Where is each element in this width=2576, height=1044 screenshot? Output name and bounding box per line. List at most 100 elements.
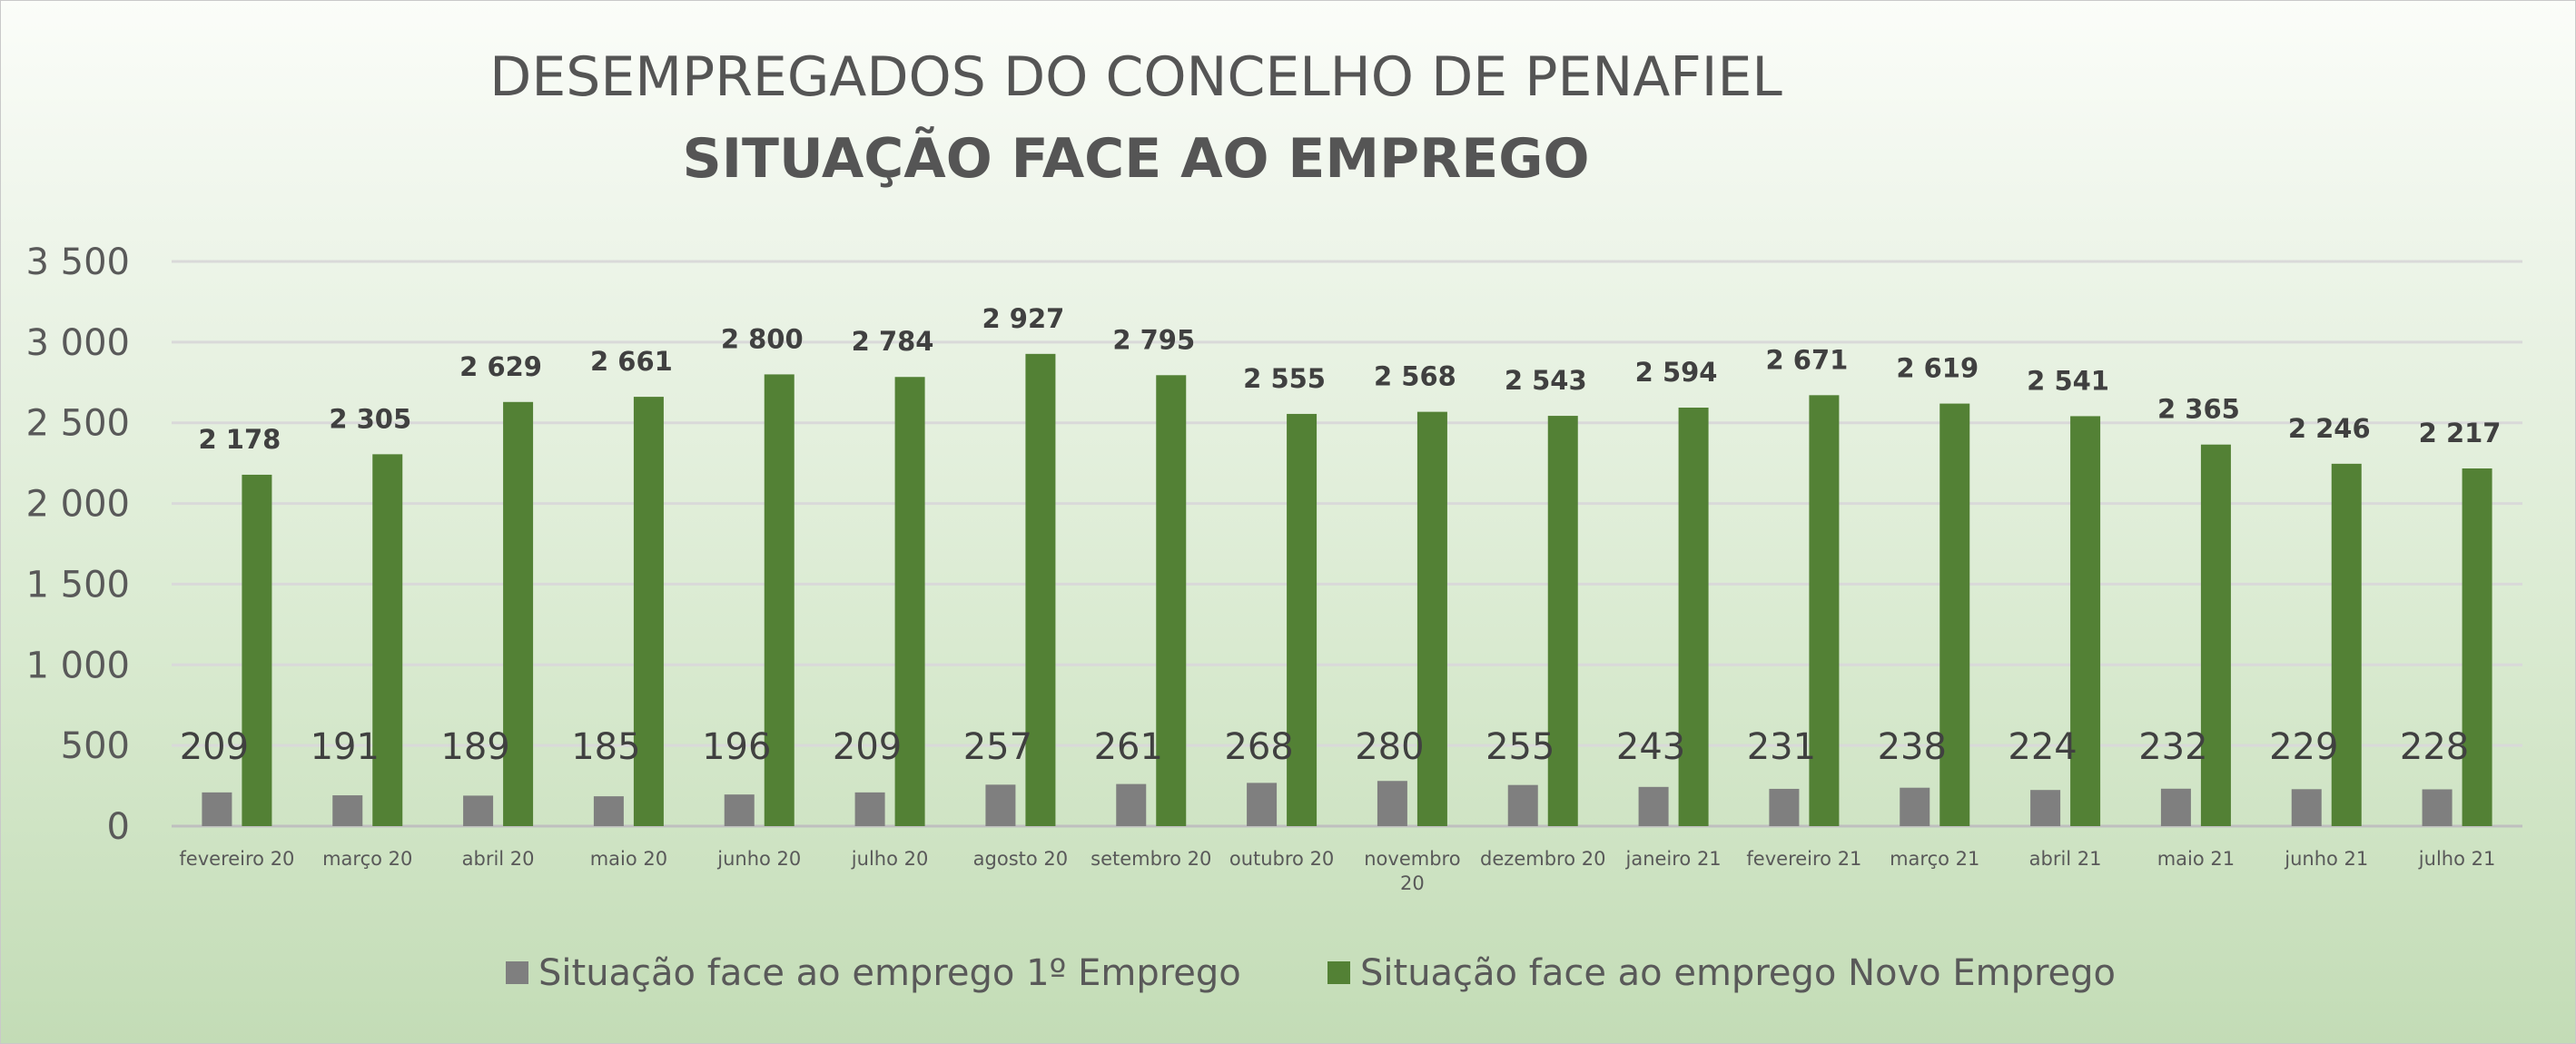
bar-novo-emprego xyxy=(1416,411,1447,826)
bar-primeiro-emprego xyxy=(1247,783,1278,826)
legend-swatch-novo-emprego xyxy=(1327,961,1350,984)
bar-novo-emprego xyxy=(2462,468,2492,826)
bar-primeiro-emprego xyxy=(985,784,1016,826)
data-label-primeiro-emprego: 209 xyxy=(833,726,902,768)
data-label-primeiro-emprego: 257 xyxy=(963,726,1032,768)
y-tick-label: 1 500 xyxy=(25,564,130,606)
x-tick-label: fevereiro 20 xyxy=(179,848,294,870)
bar-primeiro-emprego xyxy=(332,795,363,826)
data-label-primeiro-emprego: 191 xyxy=(311,726,380,768)
x-tick-label: abril 21 xyxy=(2029,848,2102,870)
legend: Situação face ao emprego 1º Emprego Situa… xyxy=(506,952,2116,994)
data-label-novo-emprego: 2 784 xyxy=(852,326,934,357)
bar-novo-emprego xyxy=(894,377,925,826)
bar-novo-emprego xyxy=(1547,416,1578,826)
data-label-novo-emprego: 2 365 xyxy=(2157,394,2240,425)
data-label-novo-emprego: 2 619 xyxy=(1896,353,1979,384)
bar-primeiro-emprego xyxy=(2291,789,2322,826)
data-label-primeiro-emprego: 224 xyxy=(2008,726,2077,768)
x-tick-label: janeiro 21 xyxy=(1624,848,1721,870)
data-label-novo-emprego: 2 217 xyxy=(2419,418,2502,448)
data-label-primeiro-emprego: 228 xyxy=(2400,726,2469,768)
data-label-novo-emprego: 2 594 xyxy=(1635,357,1718,388)
x-tick-label: novembro 20 xyxy=(1364,848,1460,894)
bar-novo-emprego xyxy=(633,397,664,826)
data-label-novo-emprego: 2 305 xyxy=(329,403,411,434)
bar-novo-emprego xyxy=(242,474,272,826)
bar-novo-emprego xyxy=(764,374,795,826)
x-tick-label: março 21 xyxy=(1890,848,1979,870)
y-tick-label: 0 xyxy=(107,806,130,848)
bar-novo-emprego xyxy=(1809,395,1840,826)
data-label-novo-emprego: 2 555 xyxy=(1243,363,1326,394)
bar-primeiro-emprego xyxy=(2160,788,2191,826)
data-label-novo-emprego: 2 671 xyxy=(1766,344,1849,375)
x-tick-label: fevereiro 21 xyxy=(1746,848,1861,870)
data-label-primeiro-emprego: 189 xyxy=(440,726,509,768)
bar-novo-emprego xyxy=(372,454,403,826)
x-tick-label: março 20 xyxy=(322,848,412,870)
data-label-primeiro-emprego: 196 xyxy=(702,726,771,768)
bars xyxy=(202,353,2492,826)
x-tick-label: agosto 20 xyxy=(973,848,1068,870)
bar-primeiro-emprego xyxy=(1116,783,1147,826)
bar-novo-emprego xyxy=(503,401,534,826)
data-label-novo-emprego: 2 541 xyxy=(2027,365,2109,396)
bar-primeiro-emprego xyxy=(2422,789,2453,826)
gridlines xyxy=(172,260,2522,828)
bar-primeiro-emprego xyxy=(2030,790,2061,826)
x-tick-label: maio 20 xyxy=(590,848,667,870)
data-label-primeiro-emprego: 185 xyxy=(571,726,640,768)
data-labels: 209 2 178 191 2 305 189 2 629 185 2 661 196 2 800… xyxy=(180,303,2502,768)
data-label-novo-emprego: 2 568 xyxy=(1374,361,1456,392)
y-tick-label: 2 500 xyxy=(25,403,130,445)
bar-primeiro-emprego xyxy=(1507,784,1538,826)
bar-primeiro-emprego xyxy=(1900,787,1930,826)
bar-primeiro-emprego xyxy=(724,794,755,826)
y-tick-label: 1 000 xyxy=(25,645,130,686)
x-tick-label: abril 20 xyxy=(462,848,535,870)
data-label-novo-emprego: 2 800 xyxy=(721,323,804,354)
data-label-novo-emprego: 2 246 xyxy=(2288,413,2371,444)
x-axis: fevereiro 20 março 20 abril 20 maio 20 junho… xyxy=(179,848,2495,894)
bar-primeiro-emprego xyxy=(1638,786,1669,826)
data-label-novo-emprego: 2 629 xyxy=(459,351,542,382)
bar-primeiro-emprego xyxy=(463,795,494,826)
y-tick-label: 2 000 xyxy=(25,484,130,526)
data-label-primeiro-emprego: 243 xyxy=(1616,726,1685,768)
bar-novo-emprego xyxy=(1156,375,1187,826)
bar-novo-emprego xyxy=(2331,463,2362,826)
data-label-primeiro-emprego: 232 xyxy=(2138,726,2207,768)
legend-label-primeiro-emprego: Situação face ao emprego 1º Emprego xyxy=(538,952,1241,994)
bar-primeiro-emprego xyxy=(202,792,232,826)
data-label-novo-emprego: 2 795 xyxy=(1112,324,1195,355)
bar-novo-emprego xyxy=(2200,444,2231,826)
data-label-primeiro-emprego: 255 xyxy=(1485,726,1554,768)
data-label-novo-emprego: 2 543 xyxy=(1505,365,1587,396)
legend-label-novo-emprego: Situação face ao emprego Novo Emprego xyxy=(1360,952,2116,994)
data-label-primeiro-emprego: 209 xyxy=(180,726,249,768)
x-tick-label: junho 20 xyxy=(716,848,801,870)
chart-title: DESEMPREGADOS DO CONCELHO DE PENAFIEL xyxy=(489,45,1782,109)
data-label-primeiro-emprego: 231 xyxy=(1747,726,1816,768)
data-label-primeiro-emprego: 280 xyxy=(1355,726,1424,768)
data-label-primeiro-emprego: 261 xyxy=(1094,726,1163,768)
chart-subtitle: SITUAÇÃO FACE AO EMPREGO xyxy=(682,125,1589,191)
bar-primeiro-emprego xyxy=(854,792,885,826)
data-label-primeiro-emprego: 229 xyxy=(2269,726,2338,768)
bar-primeiro-emprego xyxy=(1377,781,1407,826)
x-tick-label: julho 20 xyxy=(851,848,929,870)
legend-swatch-primeiro-emprego xyxy=(506,961,528,984)
bar-primeiro-emprego xyxy=(1769,788,1800,826)
x-tick-label: dezembro 20 xyxy=(1480,848,1605,870)
y-tick-label: 3 000 xyxy=(25,322,130,364)
x-tick-label: outubro 20 xyxy=(1229,848,1334,870)
data-label-novo-emprego: 2 927 xyxy=(982,303,1065,334)
bar-primeiro-emprego xyxy=(593,796,624,826)
bar-novo-emprego xyxy=(1287,413,1318,826)
y-axis: 0 500 1 000 1 500 2 000 2 500 3 000 3 500 xyxy=(25,241,130,848)
x-tick-label: setembro 20 xyxy=(1091,848,1211,870)
x-tick-label: julho 21 xyxy=(2418,848,2496,870)
